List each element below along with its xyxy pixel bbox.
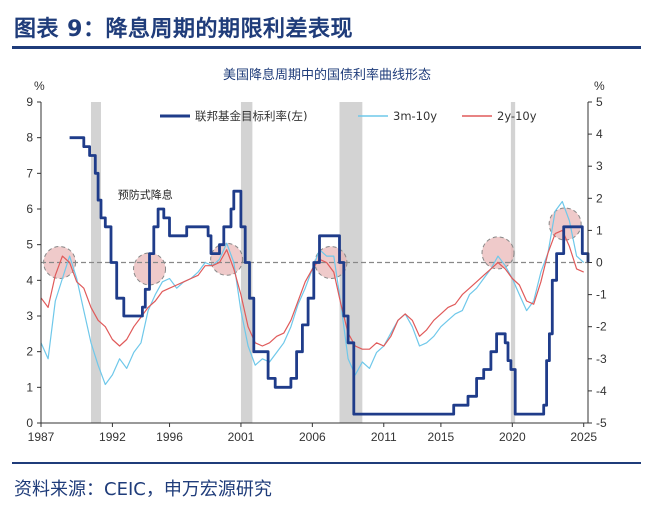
y-axis-left-unit: %: [34, 79, 45, 93]
recession-shade-band: [339, 102, 363, 423]
top-rule: [12, 46, 641, 49]
bottom-rule: [12, 462, 641, 464]
recession-shade-band: [90, 102, 101, 423]
y-left-tick-label: 6: [26, 202, 33, 216]
spread-3m-10y-line: [40, 200, 585, 386]
y-left-tick-label: 4: [26, 273, 33, 287]
page-title: 图表 9：降息周期的期限利差表现: [14, 17, 353, 42]
y-right-tick-label: -2: [596, 320, 607, 334]
chart-title: 美国降息周期中的国债利率曲线形态: [223, 67, 431, 83]
y-right-tick-label: 0: [596, 256, 603, 270]
highlight-circle: [481, 236, 515, 270]
source-note: 资料来源：CEIC，申万宏源研究: [14, 479, 272, 500]
y-left-tick-label: 0: [26, 416, 33, 430]
legend-2y-10y-label: 2y-10y: [497, 109, 537, 123]
y-right-tick-label: 2: [596, 191, 603, 205]
x-tick-label: 2001: [228, 430, 255, 444]
y-right-tick-label: -3: [596, 352, 607, 366]
y-right-tick-label: -5: [596, 416, 607, 430]
annotations: 预防式降息: [118, 187, 173, 201]
x-tick-label: 1992: [99, 430, 126, 444]
y-left-tick-label: 2: [26, 345, 33, 359]
y-right-tick-label: 4: [596, 127, 603, 141]
highlight-circle: [210, 242, 244, 276]
y-left-tick-label: 8: [26, 131, 33, 145]
x-tick-label: 2025: [570, 430, 597, 444]
y-right-tick-label: -1: [596, 288, 607, 302]
y-left-tick-label: 7: [26, 166, 33, 180]
axes: 0 1 2 3 4 5 6 7 8 9 -5 -4 -3 -2 -1 0 1 2 3 4 5 1987 1992 1996 20…: [26, 95, 607, 444]
y-right-tick-label: 5: [596, 95, 603, 109]
y-left-tick-label: 9: [26, 95, 33, 109]
x-tick-label: 2015: [428, 430, 455, 444]
highlight-circles: [43, 207, 582, 286]
fed-funds-rate-line: [69, 136, 590, 416]
y-right-tick-label: 1: [596, 223, 603, 237]
legend: 联邦基金目标利率(左) 3m-10y 2y-10y: [160, 109, 537, 123]
y-right-tick-label: -4: [596, 384, 607, 398]
y-right-tick-label: 3: [596, 159, 603, 173]
x-tick-label: 1996: [156, 430, 183, 444]
legend-3m-10y-label: 3m-10y: [393, 109, 437, 123]
y-left-tick-label: 3: [26, 309, 33, 323]
highlight-circle: [548, 207, 582, 241]
x-tick-label: 2011: [371, 430, 397, 444]
x-tick-label: 1987: [28, 430, 55, 444]
x-tick-label: 2006: [299, 430, 326, 444]
legend-fed-funds-label: 联邦基金目标利率(左): [195, 109, 307, 123]
annotation-preventive-cut: 预防式降息: [118, 187, 173, 201]
x-tick-label: 2020: [499, 430, 526, 444]
y-left-tick-label: 5: [26, 238, 33, 252]
y-axis-right-unit: %: [594, 79, 605, 93]
y-left-tick-label: 1: [26, 380, 33, 394]
series-lines: [40, 136, 590, 416]
